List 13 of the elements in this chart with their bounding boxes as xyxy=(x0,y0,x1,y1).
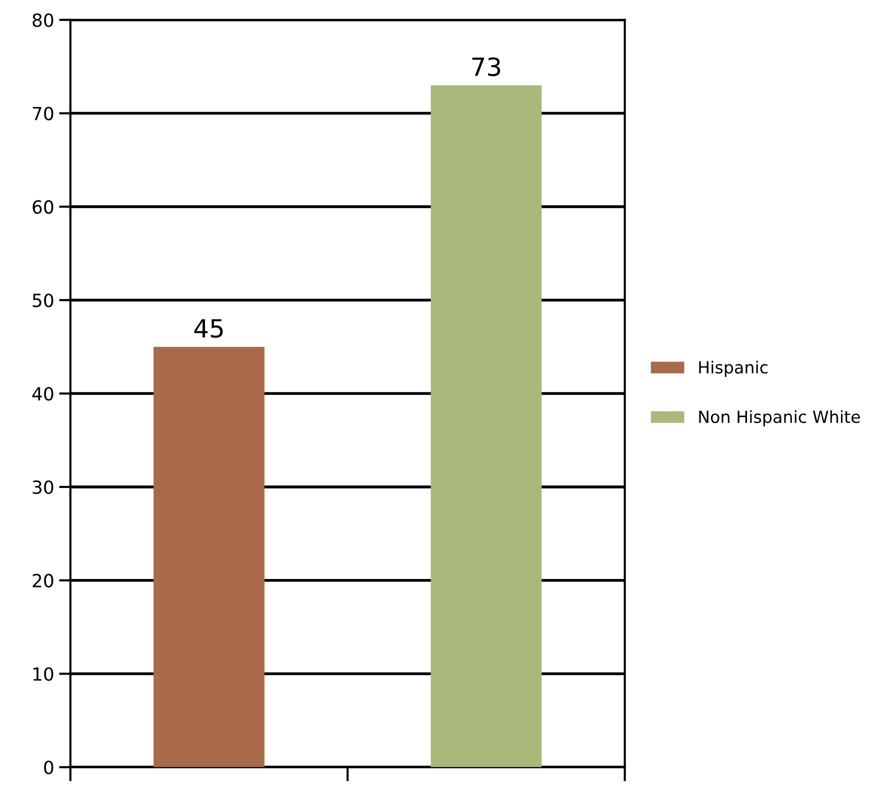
y-tick-label: 50 xyxy=(32,294,54,308)
y-tick-label: 20 xyxy=(32,574,54,588)
y-tick-label: 80 xyxy=(32,13,54,27)
data-label: 45 xyxy=(194,319,223,338)
y-tick-label: 30 xyxy=(32,480,54,494)
y-tick-label: 0 xyxy=(44,760,54,774)
legend-label: Non Hispanic White xyxy=(699,410,860,426)
y-tick-label: 60 xyxy=(32,200,54,214)
y-tick-label: 10 xyxy=(33,667,54,681)
legend-label: Hispanic xyxy=(699,360,768,377)
y-tick-label: 70 xyxy=(32,106,54,120)
data-label: 73 xyxy=(472,57,500,76)
y-tick-label: 40 xyxy=(32,386,54,401)
